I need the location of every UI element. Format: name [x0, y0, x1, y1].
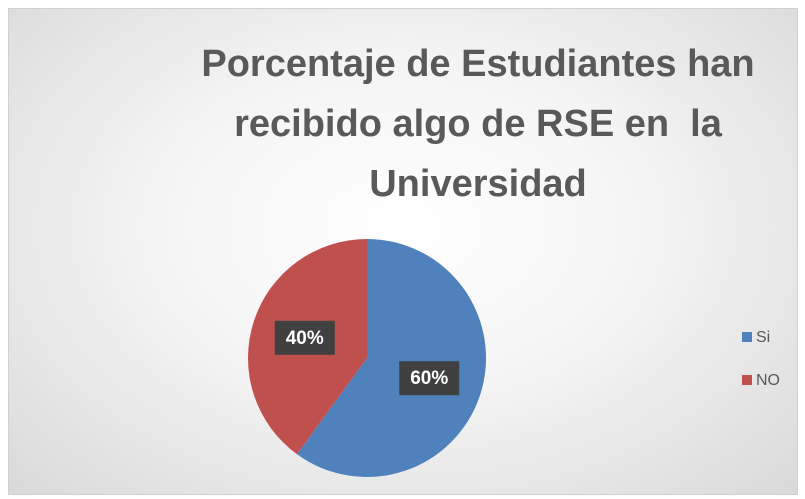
legend-swatch: [742, 332, 752, 342]
data-label: 60%: [410, 368, 448, 389]
legend-swatch: [742, 375, 752, 385]
chart-title: Porcentaje de Estudiantes han recibido a…: [201, 43, 766, 205]
legend-label: Si: [756, 329, 770, 346]
legend-label: NO: [756, 372, 780, 389]
data-label-box: [399, 361, 460, 396]
data-label-box: [274, 320, 335, 355]
data-label: 40%: [286, 328, 324, 349]
pie-slice: [297, 239, 487, 477]
